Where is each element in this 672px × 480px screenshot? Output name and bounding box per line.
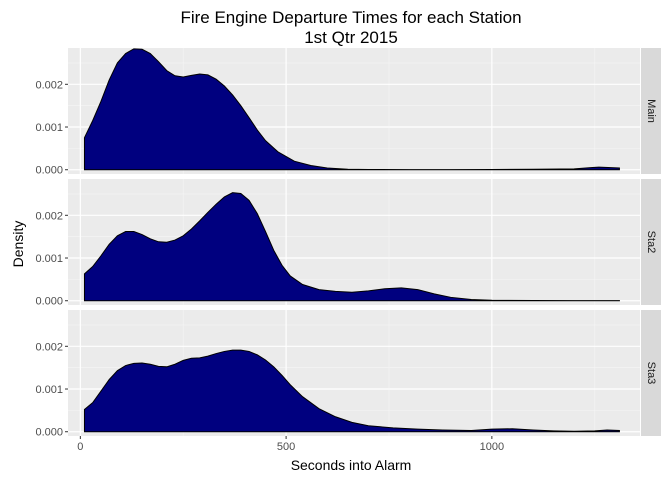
y-tick-label: 0.001: [35, 384, 63, 396]
y-tick-label: 0.001: [35, 253, 63, 265]
facet-strip: [641, 179, 661, 305]
x-tick-label: 0: [77, 441, 83, 453]
density-area-sta2: [83, 192, 620, 302]
facet-panel-sta2: 0.000 0.001 0.002 Sta2: [35, 179, 661, 308]
facet-panel-sta3: 0.000 0.001 0.002 Sta3: [35, 310, 661, 439]
y-axis-title: Density: [10, 221, 26, 268]
density-area-main: [83, 48, 620, 171]
x-tick-label: 1000: [480, 441, 504, 453]
density-area-sta3: [83, 349, 620, 433]
facet-strip-label: Main: [645, 99, 657, 123]
facet-strip-label: Sta2: [645, 231, 657, 254]
chart-title: Fire Engine Departure Times for each Sta…: [180, 8, 521, 27]
y-tick-label: 0.002: [35, 79, 63, 91]
facet-strip-label: Sta3: [645, 362, 657, 385]
x-axis-title: Seconds into Alarm: [291, 457, 412, 473]
facet-strip: [641, 310, 661, 436]
y-tick-label: 0.002: [35, 341, 63, 353]
y-tick-label: 0.002: [35, 210, 63, 222]
chart-subtitle: 1st Qtr 2015: [304, 28, 398, 47]
y-tick-label: 0.000: [35, 296, 63, 308]
facet-panels: 0.0000.0010.002Main0.0000.0010.002Sta20.…: [35, 48, 661, 453]
facet-strip: [641, 48, 661, 174]
y-tick-label: 0.000: [35, 427, 63, 439]
x-tick-label: 500: [277, 441, 295, 453]
y-tick-label: 0.000: [35, 165, 63, 177]
facet-panel-main: 0.000 0.001 0.002 Main: [35, 48, 661, 177]
y-tick-label: 0.001: [35, 122, 63, 134]
